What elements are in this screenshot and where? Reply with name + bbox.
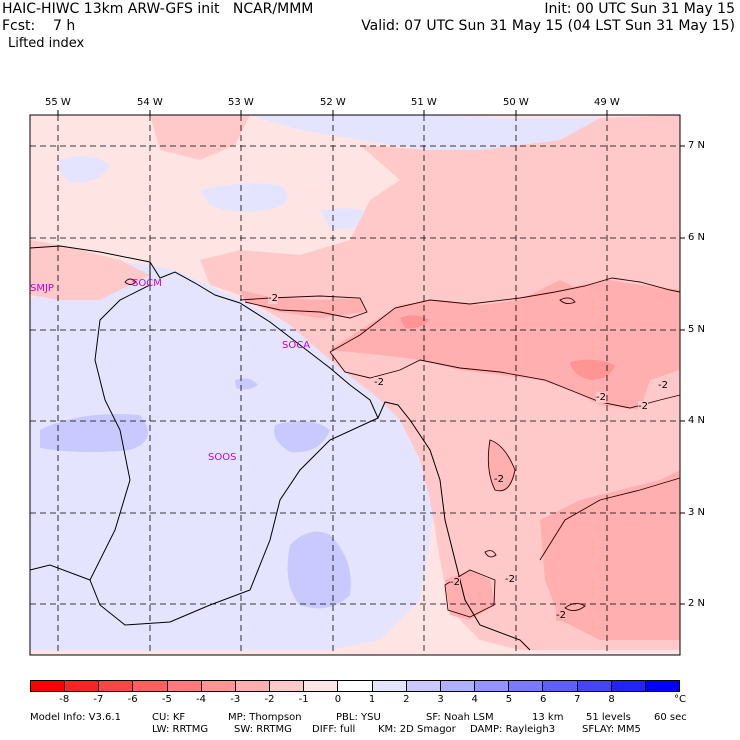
colorbar-swatch: [337, 681, 372, 691]
footer-cu: CU: KF: [152, 712, 186, 723]
colorbar-tick-label: -4: [196, 694, 207, 705]
lon-label-51w: 51 W: [411, 97, 437, 108]
station-soos: SOOS: [208, 452, 237, 463]
colorbar-swatch: [303, 681, 338, 691]
colorbar-tick-label: -8: [59, 694, 70, 705]
colorbar-swatch: [508, 681, 543, 691]
footer-diff: DIFF: full: [312, 724, 356, 735]
footer-km: KM: 2D Smagor: [378, 724, 456, 735]
colorbar-tick-label: -6: [127, 694, 138, 705]
contour-label: -2: [494, 474, 504, 485]
forecast-hour: Fcst: 7 h: [2, 18, 76, 34]
colorbar-swatch: [132, 681, 167, 691]
lat-label-5n: 5 N: [688, 324, 706, 335]
footer-mp: MP: Thompson: [228, 712, 302, 723]
colorbar-tick-label: 3: [437, 694, 444, 705]
station-smjp: SMJP: [30, 283, 54, 294]
contour-label: -2: [556, 610, 566, 621]
colorbar-units: °C: [674, 694, 686, 705]
colorbar-swatch: [610, 681, 645, 691]
colorbar-tick-label: -7: [93, 694, 104, 705]
colorbar-swatch: [542, 681, 577, 691]
colorbar-swatch: [234, 681, 270, 691]
contour-label: -2: [658, 380, 668, 391]
colorbar-tick-label: 4: [471, 694, 478, 705]
colorbar-tick-label: 8: [608, 694, 615, 705]
map-frame: [29, 114, 681, 656]
colorbar-swatch: [64, 681, 99, 691]
colorbar: [30, 680, 680, 692]
contour-label: -2: [596, 392, 606, 403]
colorbar-tick-label: -1: [298, 694, 309, 705]
lon-label-50w: 50 W: [503, 97, 529, 108]
footer-pbl: PBL: YSU: [336, 712, 381, 723]
colorbar-swatch: [200, 681, 235, 691]
colorbar-tick-label: 1: [368, 694, 376, 705]
contour-label: -2: [505, 574, 515, 585]
contour-lines: [124, 277, 681, 618]
footer-damp: DAMP: Rayleigh3: [470, 724, 556, 735]
axis-ticks: [57, 110, 685, 605]
contour-label: -2: [638, 401, 648, 412]
colorbar-swatch: [439, 681, 475, 691]
valid-time: Valid: 07 UTC Sun 31 May 15 (04 LST Sun …: [361, 18, 735, 34]
colorbar-swatch: [98, 681, 133, 691]
lat-label-2n: 2 N: [688, 598, 706, 609]
footer-sf: SF: Noah LSM: [426, 712, 494, 723]
colorbar-swatch: [576, 681, 611, 691]
colorbar-swatch: [31, 681, 65, 691]
footer-sflay: SFLAY: MM5: [582, 724, 641, 735]
colorbar-swatch: [644, 681, 679, 691]
lat-label-3n: 3 N: [688, 507, 706, 518]
footer-levels: 51 levels: [586, 712, 631, 723]
colorbar-tick-label: 0: [334, 694, 342, 705]
colorbar-swatch: [166, 681, 201, 691]
lon-label-53w: 53 W: [228, 97, 254, 108]
lat-label-6n: 6 N: [688, 232, 706, 243]
colorbar-tick-label: 2: [403, 694, 410, 705]
colorbar-swatch: [405, 681, 440, 691]
station-socm: SOCM: [132, 278, 162, 289]
lon-label-54w: 54 W: [137, 97, 163, 108]
contour-label: -2: [374, 377, 384, 388]
colorbar-tick-label: -3: [230, 694, 241, 705]
strongest-negative-areas: [400, 315, 615, 380]
colorbar-tick-label: 5: [505, 694, 513, 705]
lat-label-7n: 7 N: [688, 140, 706, 151]
colorbar-tick-label: 7: [574, 694, 581, 705]
field-name: Lifted index: [8, 36, 85, 51]
colorbar-tick-label: -2: [264, 694, 275, 705]
coastlines-borders: [29, 245, 531, 651]
contour-label: -2: [268, 293, 278, 304]
stronger-positive-areas: [40, 378, 351, 609]
footer-sw: SW: RRTMG: [234, 724, 292, 735]
footer-model-version: Model Info: V3.6.1: [30, 712, 121, 723]
colorbar-swatch: [371, 681, 406, 691]
station-soca: SOCA: [282, 340, 311, 351]
model-title: HAIC-HIWC 13km ARW-GFS init NCAR/MMM: [2, 1, 314, 17]
lon-label-49w: 49 W: [594, 97, 620, 108]
colorbar-tick-label: -5: [161, 694, 172, 705]
footer-resolution: 13 km: [532, 712, 564, 723]
footer-lw: LW: RRTMG: [152, 724, 209, 735]
init-time: Init: 00 UTC Sun 31 May 15: [544, 1, 735, 17]
contour-label: -2: [450, 577, 460, 588]
colorbar-swatch: [474, 681, 509, 691]
lon-label-52w: 52 W: [320, 97, 346, 108]
footer-timestep: 60 sec: [654, 712, 687, 723]
lat-label-4n: 4 N: [688, 415, 706, 426]
colorbar-tick-label: 6: [539, 694, 547, 705]
lon-label-55w: 55 W: [45, 97, 71, 108]
lat-lon-grid: [30, 115, 680, 655]
colorbar-swatch: [269, 681, 304, 691]
